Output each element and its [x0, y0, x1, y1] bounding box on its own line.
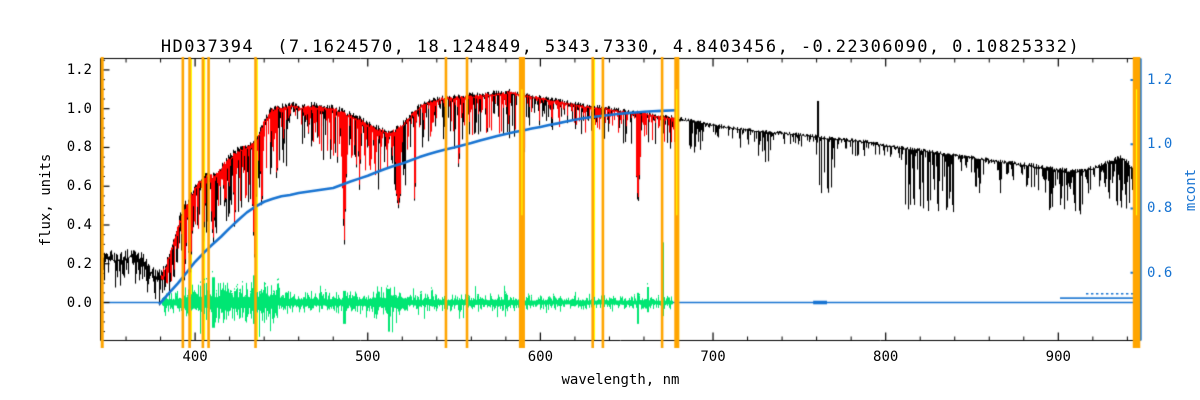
flux-tick-label-1.0: 1.0 — [66, 100, 92, 117]
x-tick-label-400: 400 — [182, 349, 208, 365]
x-tick-label-800: 800 — [873, 349, 899, 365]
x-tick-label-700: 700 — [700, 349, 726, 365]
x-tick-label-600: 600 — [527, 349, 554, 365]
plot-title: HD037394 (7.1624570, 18.124849, 5343.733… — [160, 37, 1081, 57]
mcont-tick-label-0.8: 0.8 — [1147, 200, 1173, 217]
x-tick-label-500: 500 — [355, 349, 381, 365]
flux-tick-label-1.2: 1.2 — [66, 61, 92, 78]
flux-tick-label-0.8: 0.8 — [66, 139, 92, 156]
mcont-tick-label-1.2: 1.2 — [1147, 72, 1173, 89]
x-axis-label: wavelength, nm — [561, 372, 680, 388]
flux-tick-label-0.6: 0.6 — [66, 178, 92, 195]
x-tick-label-900: 900 — [1045, 349, 1071, 365]
flux-tick-label-0.2: 0.2 — [66, 255, 92, 272]
mcont-tick-label-1.0: 1.0 — [1147, 136, 1173, 153]
flux-tick-label-0.0: 0.0 — [66, 294, 92, 311]
flux-tick-label-0.4: 0.4 — [66, 216, 92, 233]
mcont-tick-label-0.6: 0.6 — [1147, 264, 1173, 281]
